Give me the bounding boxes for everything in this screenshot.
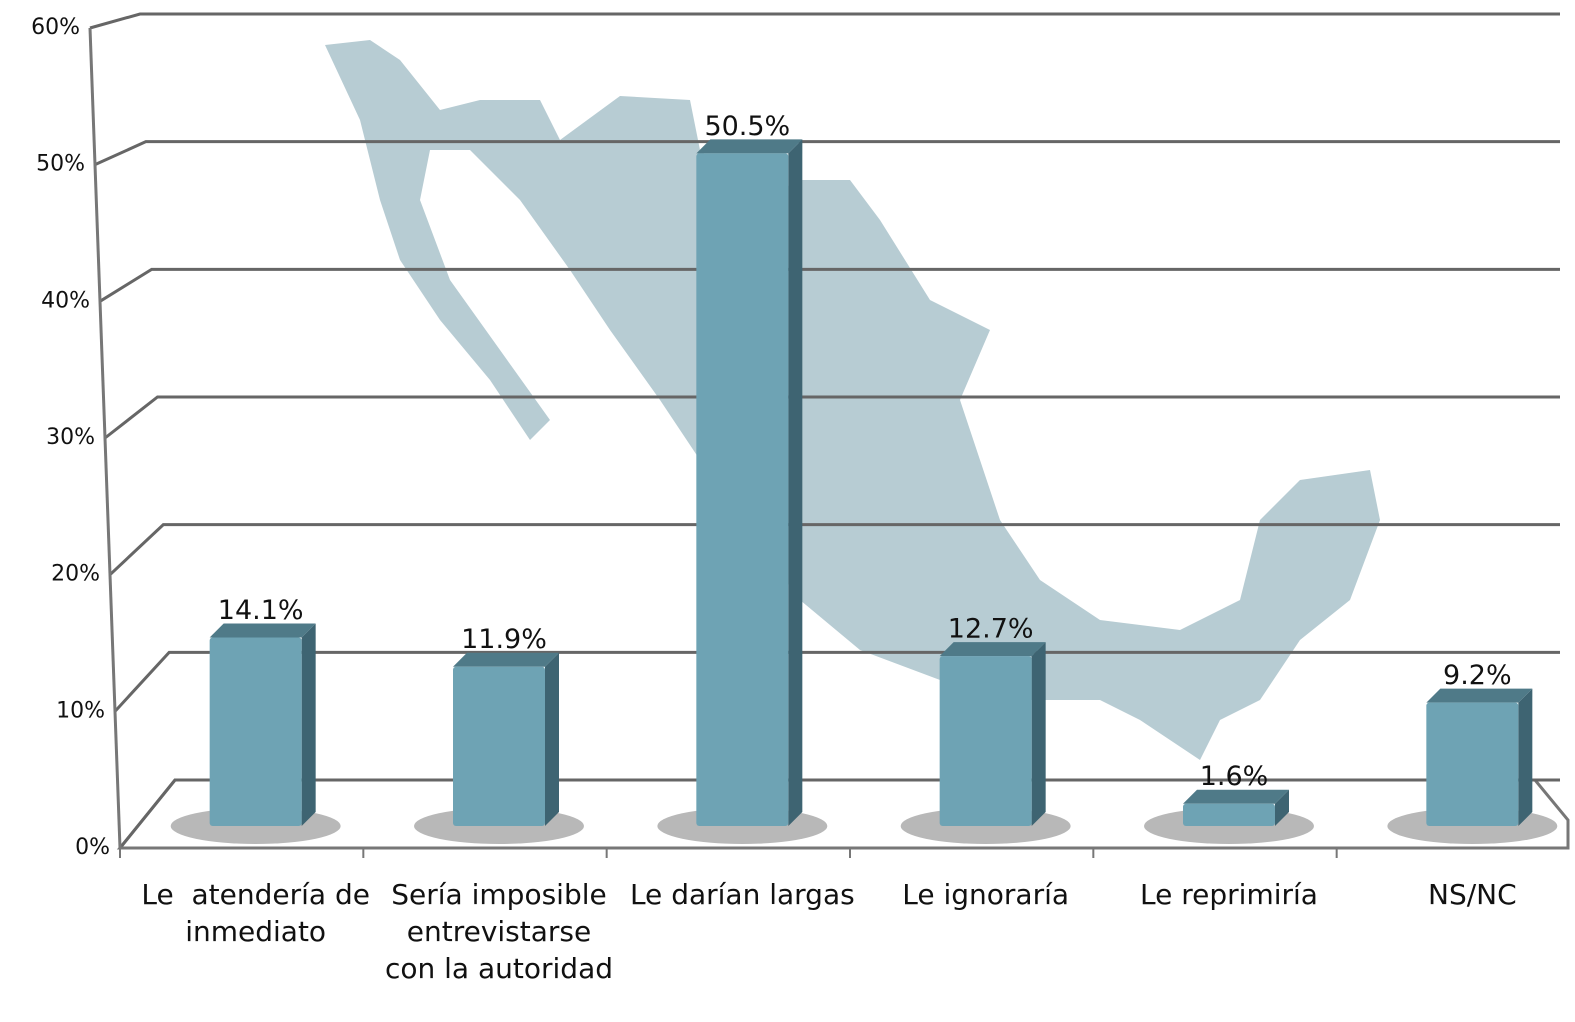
value-label: 50.5% [704,111,790,142]
grid-line [118,778,1560,849]
value-label: 11.9% [461,624,547,655]
grid-line [113,650,1560,713]
y-tick-label: 60% [31,15,80,40]
value-label: 1.6% [1200,761,1269,792]
bar [1426,702,1519,826]
y-axis [88,27,122,849]
y-tick-label: 0% [75,835,110,860]
value-label: 14.1% [218,595,304,626]
value-label: 9.2% [1443,660,1512,691]
floor [116,778,1570,850]
grid-line [104,395,1560,440]
x-tick-label: Le ignoraría [902,878,1070,911]
grid-line [89,12,1560,30]
bar-top [209,623,316,638]
bar [209,637,302,826]
grid-line [108,523,1560,576]
bar [453,666,545,826]
bar-side [301,623,316,826]
grid-line [94,140,1560,167]
x-tick-label: Le atendería de inmediato [141,878,379,948]
x-tick-label: Le darían largas [629,878,855,911]
bar-side [1518,688,1533,826]
bar [939,656,1032,826]
bar-side [1031,642,1046,826]
bar-top [696,139,803,154]
bar-side [545,652,559,826]
bar-side [788,139,803,827]
x-tick-label: Le reprimiría [1140,878,1318,911]
bar-top [1183,789,1289,804]
bar-top [453,652,559,667]
y-tick-label: 10% [56,698,105,723]
bar-side [1275,789,1289,826]
x-tick-label: Sería imposible entrevistarse con la aut… [384,878,616,985]
bar-top [1426,688,1533,703]
y-tick-label: 40% [41,288,90,313]
grid-line [99,267,1560,303]
y-tick-label: 30% [46,425,95,450]
bar-top [939,642,1046,657]
x-tick-label: NS/NC [1428,878,1517,911]
bar [696,153,789,827]
value-label: 12.7% [948,614,1034,645]
bar [1183,803,1275,826]
map-background [325,40,1380,760]
y-tick-label: 20% [51,562,100,587]
y-tick-label: 50% [36,152,85,177]
